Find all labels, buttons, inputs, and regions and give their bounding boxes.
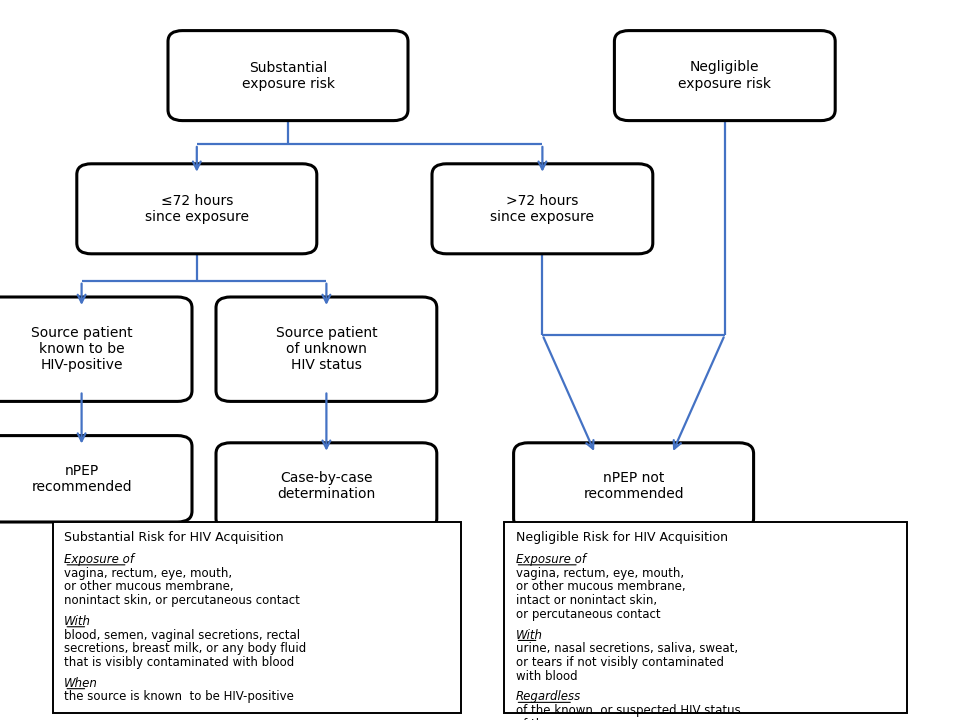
Text: or other mucous membrane,: or other mucous membrane, [516,580,685,593]
Text: ≤72 hours
since exposure: ≤72 hours since exposure [145,194,249,224]
FancyBboxPatch shape [0,297,192,401]
Bar [53,522,461,713]
Text: Substantial
exposure risk: Substantial exposure risk [242,60,334,91]
Text: or percutaneous contact: or percutaneous contact [516,608,660,621]
Text: Negligible
exposure risk: Negligible exposure risk [679,60,771,91]
Text: nPEP not
recommended: nPEP not recommended [584,471,684,501]
Text: Source patient
known to be
HIV-positive: Source patient known to be HIV-positive [31,326,132,372]
FancyBboxPatch shape [514,443,754,529]
FancyBboxPatch shape [432,164,653,254]
Text: that is visibly contaminated with blood: that is visibly contaminated with blood [64,656,295,669]
FancyBboxPatch shape [216,297,437,401]
Text: of the known  or suspected HIV status: of the known or suspected HIV status [516,704,740,717]
Text: When: When [64,677,98,690]
Text: Exposure of: Exposure of [64,553,134,566]
Text: Negligible Risk for HIV Acquisition: Negligible Risk for HIV Acquisition [516,531,728,544]
Text: >72 hours
since exposure: >72 hours since exposure [491,194,594,224]
Text: secretions, breast milk, or any body fluid: secretions, breast milk, or any body flu… [64,642,306,655]
FancyBboxPatch shape [614,30,835,120]
Text: of the source: of the source [516,718,593,720]
Text: vagina, rectum, eye, mouth,: vagina, rectum, eye, mouth, [64,567,232,580]
FancyBboxPatch shape [0,436,192,522]
Text: Case-by-case
determination: Case-by-case determination [277,471,375,501]
Text: vagina, rectum, eye, mouth,: vagina, rectum, eye, mouth, [516,567,684,580]
FancyBboxPatch shape [216,443,437,529]
FancyBboxPatch shape [168,30,408,120]
Text: Source patient
of unknown
HIV status: Source patient of unknown HIV status [276,326,377,372]
FancyBboxPatch shape [77,164,317,254]
Text: or tears if not visibly contaminated: or tears if not visibly contaminated [516,656,724,669]
Bar [504,522,907,713]
Text: urine, nasal secretions, saliva, sweat,: urine, nasal secretions, saliva, sweat, [516,642,737,655]
Text: With: With [516,629,542,642]
Text: With: With [64,615,91,628]
Text: Regardless: Regardless [516,690,581,703]
Text: nonintact skin, or percutaneous contact: nonintact skin, or percutaneous contact [64,594,300,607]
Text: intact or nonintact skin,: intact or nonintact skin, [516,594,657,607]
Text: or other mucous membrane,: or other mucous membrane, [64,580,234,593]
Text: Substantial Risk for HIV Acquisition: Substantial Risk for HIV Acquisition [64,531,284,544]
Text: blood, semen, vaginal secretions, rectal: blood, semen, vaginal secretions, rectal [64,629,300,642]
Text: Exposure of: Exposure of [516,553,586,566]
Text: the source is known  to be HIV-positive: the source is known to be HIV-positive [64,690,294,703]
Text: with blood: with blood [516,670,577,683]
Text: nPEP
recommended: nPEP recommended [32,464,132,494]
